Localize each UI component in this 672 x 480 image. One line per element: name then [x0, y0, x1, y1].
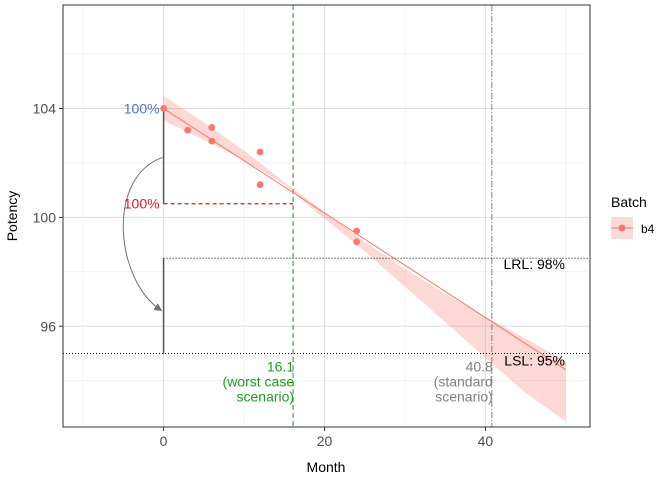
confidence-band [163, 96, 566, 422]
x-tick-label: 40 [478, 433, 494, 449]
legend-key-point [618, 224, 626, 232]
fit-line [163, 108, 567, 371]
y-tick-label: 104 [33, 100, 57, 116]
plot-panel-border [62, 4, 591, 428]
reference-lines [63, 5, 590, 427]
y-axis-title: Potency [4, 191, 20, 242]
data-point [208, 137, 216, 145]
lrl-label: LRL: 98% [504, 256, 565, 272]
standard-label: (standard [434, 373, 493, 389]
axes: 0 20 40 96 100 104 [33, 100, 494, 449]
worst-case-label: scenario) [237, 388, 295, 404]
standard-label: scenario) [435, 388, 493, 404]
regression-line [163, 108, 567, 371]
plot-panel-background [63, 5, 590, 427]
x-tick-label: 0 [160, 433, 168, 449]
standard-label: 40.8 [466, 358, 493, 374]
grid-lines [63, 5, 590, 427]
data-point [353, 227, 361, 235]
data-point [256, 181, 264, 189]
mid-percent-label: 100% [124, 196, 160, 212]
data-point [160, 105, 167, 112]
legend-entry-b4: b4 [641, 222, 655, 236]
data-points [160, 105, 361, 246]
top-percent-label: 100% [124, 100, 160, 116]
legend: Batch b4 [611, 194, 655, 239]
x-axis-title: Month [307, 459, 346, 475]
data-point [184, 126, 192, 134]
x-tick-label: 20 [317, 433, 333, 449]
data-point [256, 148, 264, 156]
legend-title: Batch [611, 194, 647, 210]
lsl-label: LSL: 95% [504, 352, 565, 368]
data-point [208, 124, 216, 131]
worst-case-label: 16.1 [267, 358, 294, 374]
y-tick-label: 96 [40, 318, 56, 334]
annotations: 100%100%LRL: 98%LSL: 95%16.1(worst cases… [124, 100, 565, 404]
data-point [353, 238, 361, 246]
worst-case-label: (worst case [223, 373, 295, 389]
y-tick-label: 100 [33, 209, 57, 225]
confidence-band-area [163, 96, 566, 422]
shift-arrow [122, 156, 163, 312]
